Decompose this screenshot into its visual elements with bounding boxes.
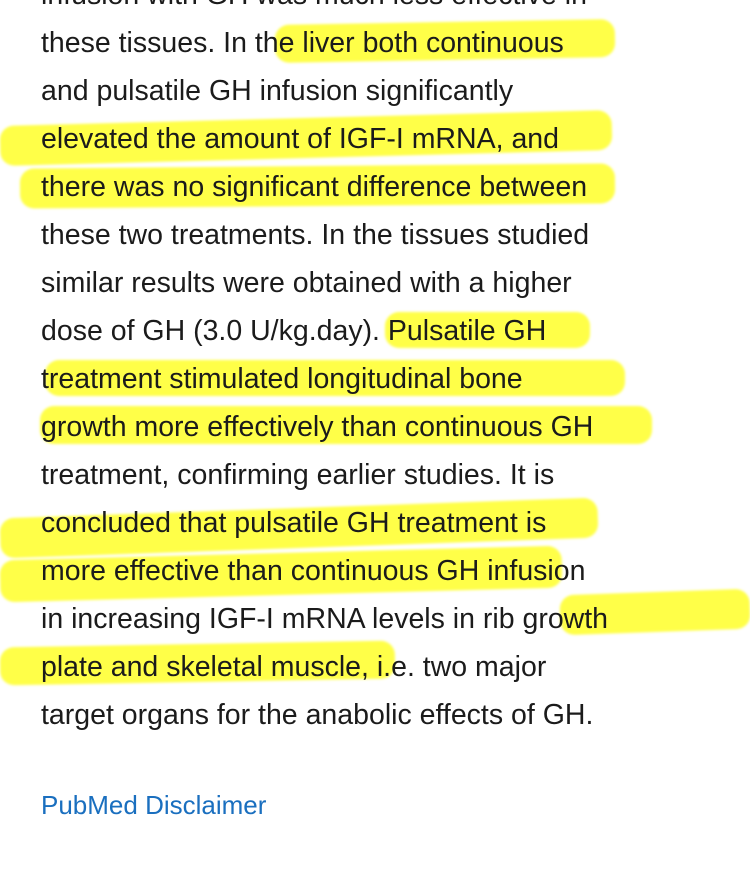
abstract-line: there was no significant difference betw… bbox=[41, 171, 588, 203]
abstract-line: elevated the amount of IGF-I mRNA, and bbox=[41, 123, 559, 155]
highlight bbox=[45, 360, 625, 396]
abstract-line: more effective than continuous GH infusi… bbox=[41, 555, 586, 587]
abstract-line: infusion with GH was much less effective… bbox=[41, 0, 741, 19]
abstract-line: in increasing IGF-I mRNA levels in rib g… bbox=[41, 603, 609, 635]
abstract-line: and pulsatile GH infusion significantly bbox=[41, 75, 514, 107]
abstract-line: similar results were obtained with a hig… bbox=[41, 267, 572, 299]
abstract-line: growth more effectively than continuous … bbox=[41, 411, 594, 443]
abstract-line: treatment stimulated longitudinal bone bbox=[41, 363, 523, 395]
highlight bbox=[40, 406, 652, 444]
highlight bbox=[385, 312, 590, 348]
abstract-line: treatment, confirming earlier studies. I… bbox=[41, 459, 555, 491]
abstract-line: dose of GH (3.0 U/kg.day). Pulsatile GH bbox=[41, 315, 547, 347]
abstract-line: plate and skeletal muscle, i.e. two majo… bbox=[41, 651, 547, 683]
pubmed-disclaimer-link[interactable]: PubMed Disclaimer bbox=[41, 790, 267, 820]
abstract-line: target organs for the anabolic effects o… bbox=[41, 699, 594, 731]
abstract-line: concluded that pulsatile GH treatment is bbox=[41, 507, 547, 539]
abstract-line: these two treatments. In the tissues stu… bbox=[41, 219, 590, 251]
abstract-line: these tissues. In the liver both continu… bbox=[41, 27, 564, 59]
abstract-text: infusion with GH was much less effective… bbox=[41, 0, 741, 739]
